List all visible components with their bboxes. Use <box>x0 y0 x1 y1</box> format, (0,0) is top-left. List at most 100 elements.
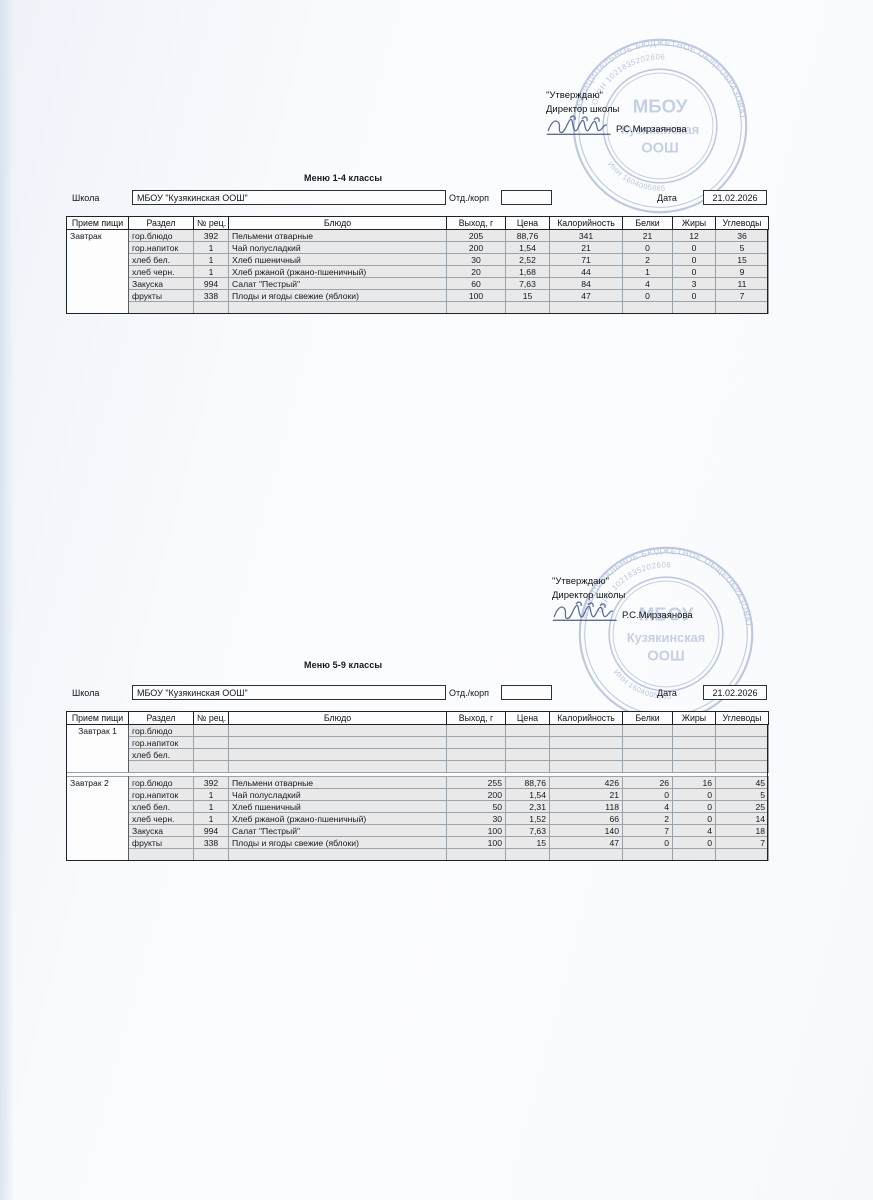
table-row[interactable]: хлеб бел. 1 Хлеб пшеничный 30 2,52 71 2 0 15 <box>67 253 769 266</box>
school-name-field-2[interactable]: МБОУ "Кузякинская ООШ" <box>132 685 446 700</box>
date-label-2: Дата <box>657 688 677 698</box>
department-label-2: Отд./корп <box>449 688 489 698</box>
date-field-2[interactable]: 21.02.2026 <box>703 685 767 700</box>
cell-razdel: гор.блюдо <box>128 724 194 737</box>
cell-protein: 4 <box>622 800 673 813</box>
cell-razdel: гор.блюдо <box>128 229 194 242</box>
table-row[interactable]: Завтрак гор.блюдо 392 Пельмени отварные 205 8… <box>66 229 769 314</box>
cell-calories: 47 <box>549 836 623 849</box>
table-row[interactable]: хлеб бел. <box>67 748 769 761</box>
cell-calories: 66 <box>549 812 623 825</box>
cell-output-g: 205 <box>446 229 506 242</box>
table-row[interactable]: Завтрак 1 гор.блюдо <box>66 724 769 773</box>
department-field-1[interactable] <box>501 190 552 205</box>
column-header-9: Углеводы <box>715 711 769 725</box>
approval-line-1: "Утверждаю" <box>546 90 603 101</box>
cell-razdel: хлеб черн. <box>128 812 194 825</box>
table-row[interactable] <box>67 301 769 314</box>
section-title-1: Меню 1-4 классы <box>304 173 383 183</box>
cell-output-g: 60 <box>446 277 506 290</box>
cell-output-g <box>446 848 506 861</box>
date-label-1: Дата <box>657 193 677 203</box>
school-name-value-1: МБОУ "Кузякинская ООШ" <box>137 193 248 203</box>
column-header-3: Блюдо <box>228 216 447 230</box>
cell-dish-name <box>228 760 447 773</box>
cell-carbs <box>715 736 769 749</box>
cell-carbs: 5 <box>715 241 769 254</box>
cell-razdel <box>128 301 194 314</box>
group-separator-cell <box>66 772 769 777</box>
section-title-2: Меню 5-9 классы <box>304 660 383 670</box>
table-row[interactable]: Закуска 994 Салат "Пестрый" 100 7,63 140 7 4 18 <box>67 824 769 837</box>
cell-fat <box>672 736 716 749</box>
table-row[interactable] <box>67 760 769 773</box>
cell-recipe-no: 1 <box>193 788 229 801</box>
cell-calories: 44 <box>549 265 623 278</box>
date-field-1[interactable]: 21.02.2026 <box>703 190 767 205</box>
cell-fat: 3 <box>672 277 716 290</box>
cell-recipe-no <box>193 736 229 749</box>
cell-output-g: 200 <box>446 241 506 254</box>
school-name-field-1[interactable]: МБОУ "Кузякинская ООШ" <box>132 190 446 205</box>
scan-edge-shadow <box>0 0 14 1200</box>
cell-carbs: 45 <box>715 776 769 789</box>
column-header-7: Белки <box>622 711 673 725</box>
cell-recipe-no <box>193 301 229 314</box>
cell-calories: 118 <box>549 800 623 813</box>
cell-razdel: гор.блюдо <box>128 776 194 789</box>
cell-output-g: 255 <box>446 776 506 789</box>
table-row[interactable]: фрукты 338 Плоды и ягоды свежие (яблоки) 10… <box>67 836 769 849</box>
cell-fat: 0 <box>672 788 716 801</box>
cell-carbs <box>715 301 769 314</box>
column-header-6: Калорийность <box>549 216 623 230</box>
cell-price <box>505 748 550 761</box>
signature-row: Р.С.Мирзаянова <box>546 115 687 140</box>
table-row[interactable]: хлеб черн. 1 Хлеб ржаной (ржано-пшеничный)… <box>67 812 769 825</box>
cell-razdel: хлеб бел. <box>128 748 194 761</box>
svg-text:ИНН 1604005865: ИНН 1604005865 <box>606 160 666 193</box>
table-row[interactable]: хлеб бел. 1 Хлеб пшеничный 50 2,31 118 4 0 25 <box>67 800 769 813</box>
cell-recipe-no: 338 <box>193 836 229 849</box>
cell-calories: 426 <box>549 776 623 789</box>
approval-line-2-b: Директор школы <box>552 590 626 601</box>
cell-carbs: 18 <box>715 824 769 837</box>
table-row[interactable]: Закуска 994 Салат "Пестрый" 60 7,63 84 4 3 11 <box>67 277 769 290</box>
cell-recipe-no: 1 <box>193 241 229 254</box>
table-row[interactable]: гор.напиток 1 Чай полусладкий 200 1,54 21 0 0 5 <box>67 241 769 254</box>
cell-razdel: хлеб бел. <box>128 253 194 266</box>
table-row[interactable]: Завтрак 2 гор.блюдо 392 Пельмени отварные 25… <box>66 776 769 861</box>
department-field-2[interactable] <box>501 685 552 700</box>
cell-calories <box>549 736 623 749</box>
table-row[interactable] <box>67 848 769 861</box>
approval-block: "Утверждаю" Директор школы Р.С.Мирзаянов… <box>546 89 687 140</box>
handwritten-signature-2 <box>550 600 636 624</box>
cell-output-g: 20 <box>446 265 506 278</box>
date-value-2: 21.02.2026 <box>712 688 758 698</box>
cell-carbs: 11 <box>715 277 769 290</box>
cell-carbs: 7 <box>715 289 769 302</box>
table-row[interactable]: фрукты 338 Плоды и ягоды свежие (яблоки) 10… <box>67 289 769 302</box>
cell-fat <box>672 848 716 861</box>
cell-protein <box>622 748 673 761</box>
table-header-row-1: Прием пищи Раздел № рец. Блюдо Выход, г Цена К… <box>66 216 769 230</box>
cell-dish-name: Чай полусладкий <box>228 788 447 801</box>
signatory-name: Р.С.Мирзаянова <box>616 124 687 135</box>
cell-dish-name <box>228 724 447 737</box>
table-row[interactable]: гор.напиток 1 Чай полусладкий 200 1,54 21 0 0 5 <box>67 788 769 801</box>
cell-razdel: фрукты <box>128 836 194 849</box>
cell-dish-name: Чай полусладкий <box>228 241 447 254</box>
cell-razdel: хлеб бел. <box>128 800 194 813</box>
table-row[interactable]: хлеб черн. 1 Хлеб ржаной (ржано-пшеничный)… <box>67 265 769 278</box>
cell-price: 7,63 <box>505 277 550 290</box>
school-label-1: Школа <box>72 193 100 203</box>
cell-output-g <box>446 724 506 737</box>
cell-fat <box>672 748 716 761</box>
table-row[interactable]: гор.напиток <box>67 736 769 749</box>
cell-protein <box>622 301 673 314</box>
cell-price <box>505 736 550 749</box>
cell-price <box>505 848 550 861</box>
cell-calories <box>549 301 623 314</box>
cell-razdel: гор.напиток <box>128 788 194 801</box>
